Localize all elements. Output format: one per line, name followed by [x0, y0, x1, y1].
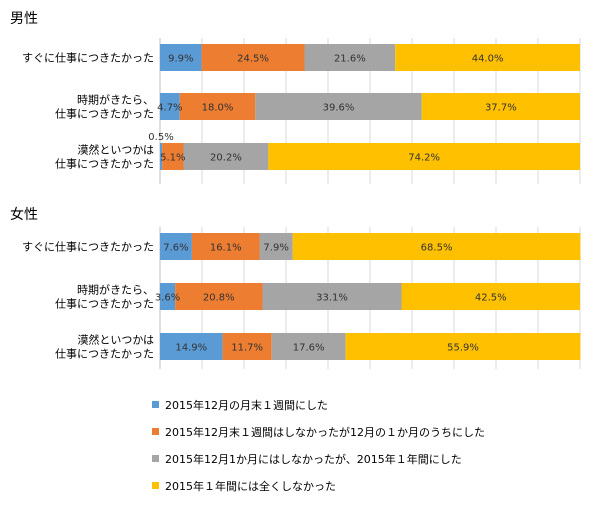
value-label: 20.2% — [210, 153, 242, 164]
bar-segment — [255, 93, 422, 120]
value-label: 5.1% — [160, 153, 185, 164]
category-label: 仕事につきたかった — [55, 348, 154, 361]
value-label: 44.0% — [472, 54, 504, 65]
value-label: 4.7% — [157, 103, 182, 114]
bar-segment — [160, 143, 163, 170]
category-label: 時期がきたら、 — [77, 93, 154, 107]
value-label: 3.6% — [155, 293, 180, 304]
legend-swatch — [152, 482, 159, 489]
bar-segment — [191, 233, 260, 260]
bar-segment — [201, 44, 305, 71]
value-label: 17.6% — [293, 343, 325, 354]
bar-segment — [179, 93, 256, 120]
bar-segment — [259, 233, 293, 260]
bar-segment — [345, 333, 581, 360]
category-label: 仕事につきたかった — [55, 158, 154, 171]
value-label: 9.9% — [168, 54, 193, 65]
legend-swatch — [152, 428, 159, 435]
value-label: 24.5% — [237, 54, 269, 65]
legend-swatch — [152, 401, 159, 408]
bar-segment — [395, 44, 580, 71]
category-label: 漠然といつかは — [77, 333, 154, 347]
category-label: 時期がきたら、 — [77, 283, 154, 297]
bar-segment — [160, 233, 192, 260]
value-label: 74.2% — [408, 153, 440, 164]
bar-segment — [183, 143, 269, 170]
value-label: 37.7% — [485, 103, 517, 114]
value-label: 16.1% — [210, 243, 242, 254]
bar-segment — [160, 283, 176, 310]
value-label: 39.6% — [323, 103, 355, 114]
value-label: 42.5% — [475, 293, 507, 304]
bar-segment — [160, 333, 223, 360]
category-label: 漠然といつかは — [77, 143, 154, 157]
legend-swatch — [152, 455, 159, 462]
value-label: 20.8% — [203, 293, 235, 304]
bar-segment — [401, 283, 580, 310]
value-label: 14.9% — [175, 343, 207, 354]
category-label: 仕事につきたかった — [55, 108, 154, 121]
value-label: 0.5% — [148, 132, 173, 143]
bar-segment — [175, 283, 263, 310]
bar-segment — [222, 333, 272, 360]
bar-segment — [262, 283, 402, 310]
value-label: 7.9% — [263, 243, 288, 254]
value-label: 7.6% — [163, 243, 188, 254]
bar-segment — [292, 233, 581, 260]
value-label: 55.9% — [447, 343, 479, 354]
value-label: 18.0% — [202, 103, 234, 114]
category-label: すぐに仕事につきたかった — [22, 52, 154, 65]
bar-segment — [268, 143, 580, 170]
value-label: 11.7% — [231, 343, 263, 354]
legend-label: 2015年12月末１週間はしなかったが12月の１か月のうちにした — [165, 425, 485, 439]
panel-title: 男性 — [10, 11, 38, 27]
bar-segment — [421, 93, 580, 120]
panel-title: 女性 — [10, 206, 38, 223]
bar-segment — [162, 143, 184, 170]
bar-segment — [160, 44, 202, 71]
legend-label: 2015年12月の月末１週間にした — [165, 398, 328, 412]
category-label: すぐに仕事につきたかった — [22, 241, 154, 254]
legend-label: 2015年12月1か月にはしなかったが、2015年１年間にした — [165, 452, 462, 466]
category-label: 仕事につきたかった — [55, 298, 154, 311]
value-label: 68.5% — [421, 243, 453, 254]
value-label: 21.6% — [334, 54, 366, 65]
legend-label: 2015年１年間には全くしなかった — [165, 479, 336, 493]
value-label: 33.1% — [316, 293, 348, 304]
bar-segment — [160, 93, 180, 120]
bar-segment — [304, 44, 396, 71]
bar-segment — [271, 333, 346, 360]
